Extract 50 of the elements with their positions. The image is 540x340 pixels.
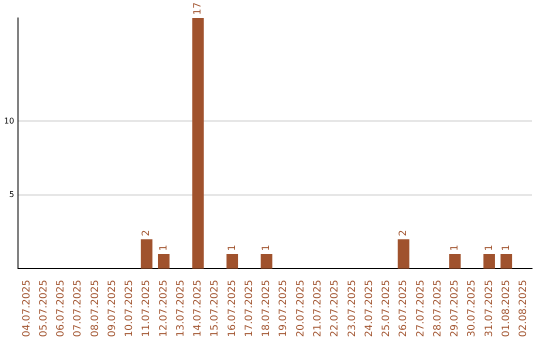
x-tick-label: 27.07.2025 [415, 280, 426, 338]
x-tick-label: 06.07.2025 [56, 280, 67, 338]
bar [140, 239, 152, 269]
bar [260, 254, 272, 269]
data-label: 1 [450, 244, 461, 251]
data-label: 1 [484, 244, 495, 251]
bar [500, 254, 512, 269]
x-tick-label: 23.07.2025 [346, 280, 358, 338]
data-label: 1 [261, 244, 272, 251]
x-tick-label: 22.07.2025 [330, 280, 341, 338]
bar [483, 254, 495, 269]
x-tick-label: 31.07.2025 [484, 280, 495, 338]
x-tick-label: 19.07.2025 [278, 280, 290, 338]
data-label: 2 [398, 230, 410, 236]
data-label: 2 [141, 230, 152, 236]
y-tick-label: 5 [9, 190, 14, 200]
y-tick-label: 10 [4, 116, 14, 126]
x-tick-label: 07.07.2025 [72, 280, 84, 338]
bar [449, 254, 461, 269]
x-tick-label: 30.07.2025 [466, 280, 478, 338]
x-tick-label: 08.07.2025 [90, 280, 101, 338]
data-label: 1 [500, 244, 512, 251]
x-tick-label: 10.07.2025 [124, 280, 136, 338]
x-tick-label: 11.07.2025 [141, 280, 152, 338]
x-tick-label: 16.07.2025 [226, 280, 238, 338]
x-tick-label: 15.07.2025 [210, 280, 221, 338]
data-label: 1 [226, 244, 238, 251]
x-tick-label: 13.07.2025 [175, 280, 186, 338]
x-tick-label: 18.07.2025 [261, 280, 272, 338]
x-tick-label: 29.07.2025 [450, 280, 461, 338]
x-tick-label: 26.07.2025 [398, 280, 410, 338]
x-tick-label: 20.07.2025 [295, 280, 306, 338]
x-tick-label: 17.07.2025 [244, 280, 255, 338]
x-tick-label: 21.07.2025 [312, 280, 324, 338]
x-tick-label: 05.07.2025 [38, 280, 50, 338]
x-tick-label: 01.08.2025 [500, 280, 512, 338]
bar [158, 254, 170, 269]
x-tick-label: 12.07.2025 [158, 280, 170, 338]
x-tick-label: 09.07.2025 [106, 280, 118, 338]
data-label: 17 [192, 2, 204, 15]
bar [226, 254, 238, 269]
data-label: 1 [158, 244, 170, 251]
x-tick-label: 14.07.2025 [192, 280, 204, 338]
x-tick-label: 04.07.2025 [21, 280, 32, 338]
x-tick-label: 25.07.2025 [381, 280, 392, 338]
bar [192, 18, 204, 269]
x-tick-label: 02.08.2025 [518, 280, 530, 338]
x-tick-label: 28.07.2025 [432, 280, 444, 338]
bar [398, 239, 410, 269]
x-tick-label: 24.07.2025 [364, 280, 375, 338]
